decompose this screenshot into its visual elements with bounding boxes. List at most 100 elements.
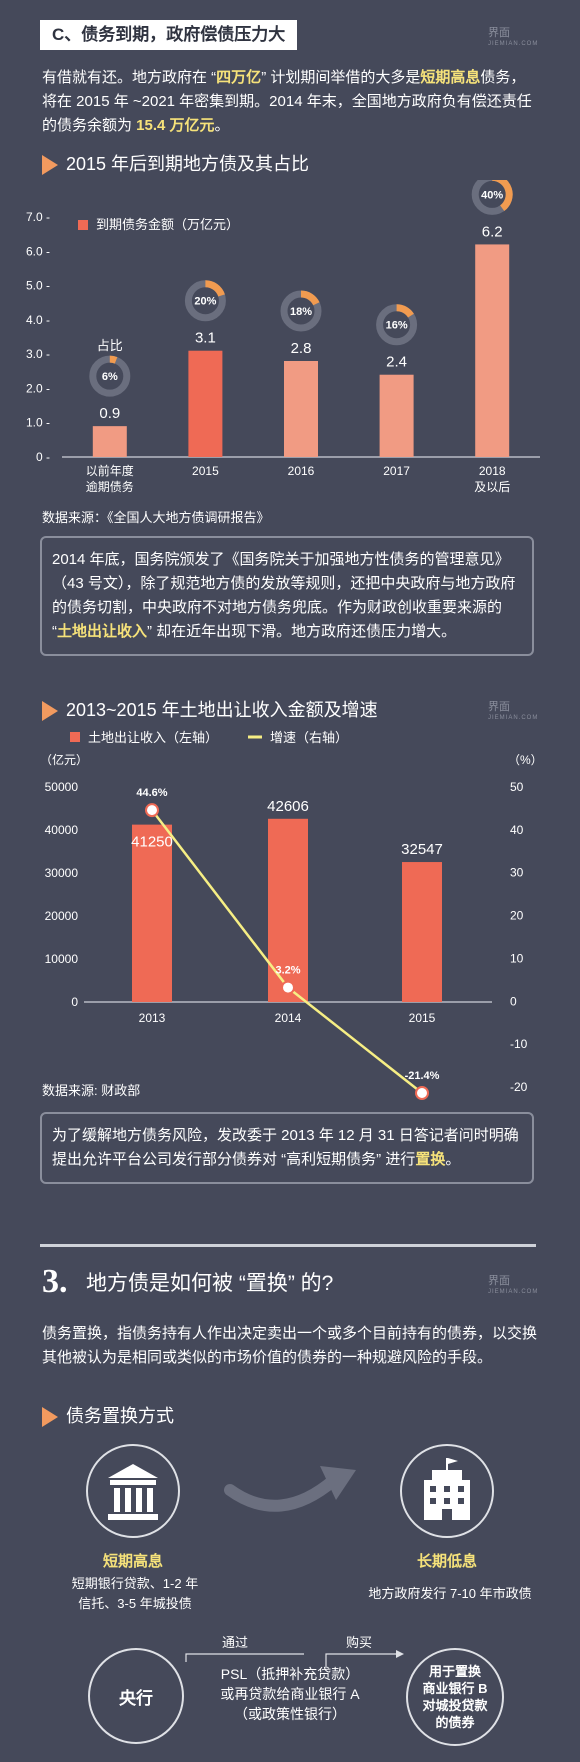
share-ring — [491, 180, 513, 212]
share-ring — [205, 280, 225, 297]
bar-value-label: 32547 — [401, 841, 443, 858]
section3-intro: 债务置换，指债务持有人作出决定卖出一个或多个目前持有的债券，以交换其他被认为是相… — [42, 1325, 538, 1366]
y-left-tick: 30000 — [45, 866, 79, 880]
y-right-tick: 0 — [510, 994, 517, 1008]
text-run: 2014 年底，国务院颁发了《国务院关于加强地方性债务的管理意见》（43 号文）… — [52, 551, 516, 640]
chart2-source: 数据来源: 财政部 — [42, 1083, 141, 1098]
y-right-tick: -20 — [510, 1080, 528, 1094]
share-label: 6% — [102, 371, 118, 383]
triangle-icon — [42, 701, 58, 722]
bank-icon — [86, 1444, 180, 1538]
legend-label-bar: 土地出让收入（左轴） — [88, 730, 218, 745]
text-run: 有借就有还。地方政府在 “ — [42, 69, 217, 86]
chart2-title: 2013~2015 年土地出让收入金额及增速 — [42, 698, 378, 722]
ndrc-box: 为了缓解地方债务风险，发改委于 2013 年 12 月 31 日答记者问时明确提… — [40, 1112, 534, 1184]
highlight-text: 置换 — [415, 1151, 446, 1168]
text-run: ” 计划期间举借的大多是 — [261, 69, 421, 86]
y-tick-label: 4.0 - — [26, 313, 50, 327]
share-ring — [300, 290, 320, 306]
y-left-tick: 40000 — [45, 823, 79, 837]
highlight-text: 四万亿 — [216, 69, 262, 86]
bar — [379, 374, 414, 457]
share-label: 40% — [481, 189, 503, 201]
through-label: 通过 — [222, 1635, 249, 1650]
share-label: 16% — [386, 320, 408, 332]
text-run: 。 — [445, 1151, 461, 1168]
y-right-tick: 30 — [510, 866, 524, 880]
y-tick-label: 0 - — [36, 450, 50, 464]
share-caption: 占比 — [97, 338, 123, 353]
x-tick-label: 2016 — [288, 464, 315, 478]
central-bank-node: 央行 — [88, 1648, 184, 1744]
highlight-text: 短期高息 — [420, 69, 481, 86]
growth-point — [145, 803, 159, 818]
text-run: ” 却在近年出现下滑。地方政府还债压力增大。 — [147, 623, 457, 640]
triangle-icon — [42, 1407, 58, 1428]
intro-paragraph: 有借就有还。地方政府在 “四万亿” 计划期间举借的大多是短期高息债务，将在 20… — [42, 66, 540, 138]
section3-title: 地方债是如何被 “置换” 的? — [86, 1272, 334, 1295]
bar-value-label: 2.4 — [386, 354, 407, 371]
y-tick-label: 6.0 - — [26, 244, 50, 258]
x-tick-label: 2013 — [139, 1011, 166, 1025]
x-tick-label: 逾期债务 — [86, 479, 134, 494]
y-right-tick: 50 — [510, 780, 524, 794]
y-tick-label: 7.0 - — [26, 210, 50, 224]
x-tick-label: 2018 — [479, 464, 506, 478]
share-ring — [396, 304, 414, 318]
bar-value-label: 41250 — [131, 834, 173, 851]
y-tick-label: 2.0 - — [26, 381, 50, 395]
bar-value-label: 3.1 — [195, 330, 216, 347]
legend-swatch — [78, 220, 88, 230]
text-run: 债务，将在 2015 年 ~2021 年密集到期。2014 年末，全国地方政府负… — [42, 69, 532, 134]
bar — [188, 350, 223, 457]
long-term-label: 长期低息 — [416, 1553, 477, 1570]
commercial-bank-b-node: 用于置换 商业银行 B 对城投贷款 的债券 — [406, 1648, 504, 1746]
divider — [40, 1244, 536, 1247]
highlight-text: 15.4 万亿元 — [136, 117, 215, 134]
y-left-tick: 50000 — [45, 780, 79, 794]
bar — [284, 361, 318, 457]
y-right-tick: 10 — [510, 951, 524, 965]
legend-swatch-bar — [70, 732, 80, 742]
x-tick-label: 2014 — [275, 1011, 302, 1025]
growth-point — [415, 1086, 429, 1100]
bar — [132, 824, 172, 1002]
y-tick-label: 5.0 - — [26, 279, 50, 293]
x-tick-label: 2015 — [192, 464, 219, 478]
watermark: 界面 JIEMIAN.COM — [488, 701, 539, 722]
policy-box: 2014 年底，国务院颁发了《国务院关于加强地方性债务的管理意见》（43 号文）… — [40, 536, 534, 656]
y-left-tick: 0 — [71, 995, 78, 1009]
long-term-desc: 地方政府发行 7-10 年市政债 — [368, 1586, 532, 1601]
bar-value-label: 0.9 — [99, 405, 120, 422]
chart1-title: 2015 年后到期地方债及其占比 — [42, 152, 309, 176]
y-tick-label: 3.0 - — [26, 347, 50, 361]
y-right-tick: -10 — [510, 1037, 528, 1051]
section3-number: 3. — [42, 1263, 68, 1300]
y-left-tick: 20000 — [45, 909, 79, 923]
y-right-unit: （%） — [508, 753, 543, 767]
highlight-text: 土地出让收入 — [57, 623, 148, 640]
flow-arrows — [185, 1650, 404, 1668]
growth-label: -21.4% — [405, 1070, 440, 1082]
short-term-desc: 短期银行贷款、1-2 年 信托、3-5 年城投债 — [71, 1576, 199, 1611]
debt-maturity-chart: 0 - 1.0 - 2.0 - 3.0 - 4.0 - 5.0 - 6.0 - 7.0 - 到期… — [26, 180, 540, 494]
legend-label: 到期债务金额（万亿元） — [96, 217, 239, 232]
curved-arrow-icon — [224, 1466, 356, 1512]
share-label: 18% — [290, 306, 312, 318]
bar-value-label: 6.2 — [482, 223, 503, 240]
bar — [475, 244, 510, 457]
bar — [92, 426, 127, 457]
y-right-tick: 20 — [510, 909, 524, 923]
legend-label-line: 增速（右轴） — [270, 730, 348, 745]
buy-label: 购买 — [346, 1635, 373, 1650]
growth-point — [281, 980, 295, 995]
y-left-unit: （亿元） — [40, 752, 88, 767]
land-revenue-chart: 土地出让收入（左轴） 增速（右轴） （亿元） （%） 0 10000 20000 30000 4… — [40, 730, 543, 1100]
bar-value-label: 42606 — [267, 798, 309, 815]
share-label: 20% — [194, 296, 216, 308]
watermark: 界面 JIEMIAN.COM — [488, 1275, 539, 1296]
bar — [402, 862, 442, 1002]
x-tick-label: 2017 — [383, 464, 410, 478]
x-tick-label: 及以后 — [474, 480, 510, 494]
swap-subtitle: 债务置换方式 — [42, 1404, 174, 1428]
